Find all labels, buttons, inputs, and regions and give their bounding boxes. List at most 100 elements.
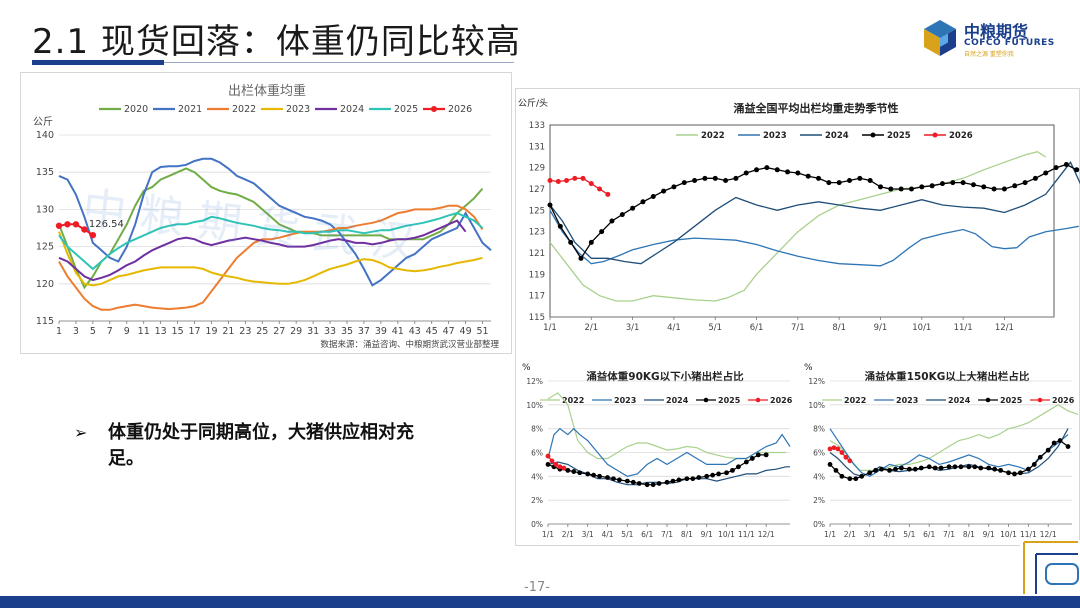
series-line-2022 [58, 204, 484, 311]
series-point-2026 [605, 191, 611, 197]
footer-bar [0, 596, 1080, 608]
x-tick-label: 2/1 [584, 323, 598, 333]
series-point-2025 [605, 475, 610, 480]
legend-label-2022: 2022 [562, 396, 584, 405]
x-tick-label: 25 [256, 326, 268, 337]
cofco-logo: 中粮期货 COFCO FUTURES 自然之源 重塑你我 [920, 18, 1060, 58]
x-tick-label: 47 [443, 326, 455, 337]
legend-label-2024: 2024 [948, 396, 971, 405]
series-line-2023 [547, 427, 791, 477]
series-point-2025 [970, 182, 976, 188]
series-point-2025 [816, 175, 822, 181]
series-point-2025 [998, 467, 1003, 473]
series-point-2025 [565, 467, 571, 473]
right-bottom-right-chart: 0% 2% 4% 6% 8% 10% 12% 1/1 2/1 3/1 4/1 5/1 6/1 7/1 8/1… [808, 377, 1079, 539]
series-point-2026 [549, 458, 555, 464]
series-point-2025 [958, 464, 964, 470]
y-axis-unit: 公斤 [33, 116, 53, 128]
logo-slogan: 自然之源 重塑你我 [964, 51, 1014, 58]
series-point-2025 [898, 186, 904, 192]
legend-label-2026: 2026 [448, 104, 472, 115]
legend-label-2025: 2025 [394, 104, 418, 115]
series-point-2025 [730, 467, 735, 473]
y-tick-label: 2% [813, 496, 825, 505]
series-point-2025 [867, 177, 873, 183]
series-point-2025 [950, 180, 956, 186]
legend-label-2023: 2023 [614, 396, 636, 405]
y-tick-label: 120 [36, 279, 54, 290]
series-point-2025 [763, 452, 769, 458]
series-point-2025 [712, 175, 718, 181]
series-point-2026 [89, 231, 97, 239]
x-tick-label: 8/1 [681, 530, 693, 539]
series-point-2025 [981, 184, 987, 190]
series-line-2024 [58, 219, 467, 282]
series-point-2025 [1031, 462, 1037, 467]
legend-label-2021: 2021 [178, 104, 202, 115]
series-line-2025 [549, 163, 1077, 260]
x-tick-label: 12/1 [1040, 530, 1057, 539]
x-tick-label: 11 [138, 326, 150, 337]
series-point-2025 [1057, 438, 1063, 443]
series-point-2025 [692, 177, 698, 183]
legend-label-2026: 2026 [770, 396, 793, 405]
series-line-2021 [58, 157, 492, 287]
x-tick-label: 9/1 [874, 323, 888, 333]
y-tick-label: 2% [531, 496, 543, 505]
x-tick-label: 9/1 [983, 530, 995, 539]
x-tick-label: 11/1 [954, 323, 973, 333]
x-tick-label: 7/1 [661, 530, 673, 539]
series-point-2025 [1032, 175, 1038, 181]
series-point-2025 [847, 476, 853, 482]
series-point-2025 [630, 205, 636, 211]
series-point-2026 [545, 453, 551, 459]
seasonal-charts-panel: 公斤/头 涌益全国平均出栏均重走势季节性 2022 2023 2024 2025 2026 1… [515, 88, 1080, 546]
y-tick-label: 125 [529, 206, 545, 216]
series-point-2025 [676, 477, 682, 483]
chart-title: 涌益体重150KG以上大猪出栏占比 [865, 370, 1030, 383]
y-tick-label: 127 [529, 185, 545, 195]
series-point-2026 [597, 186, 603, 192]
legend-marker-2025 [870, 132, 876, 138]
series-line-2022 [829, 404, 1079, 471]
legend-label-2026: 2026 [1052, 396, 1075, 405]
x-tick-label: 35 [341, 326, 353, 337]
series-point-2025 [754, 167, 760, 173]
legend-label-2026: 2026 [949, 131, 973, 141]
series-point-2025 [670, 478, 676, 484]
x-tick-label: 37 [358, 326, 370, 337]
y-tick-label: 6% [531, 449, 543, 458]
series-point-2025 [664, 479, 670, 485]
legend-label-2024: 2024 [666, 396, 689, 405]
x-tick-label: 10/1 [718, 530, 735, 539]
series-point-2025 [702, 175, 708, 181]
series-point-2025 [599, 229, 605, 235]
series-point-2025 [656, 481, 662, 486]
x-tick-label: 17 [188, 326, 200, 337]
series-point-2025 [696, 475, 702, 480]
legend-label-2024: 2024 [340, 104, 364, 115]
legend-label-2023: 2023 [896, 396, 918, 405]
right-bottom-left-chart: 0% 2% 4% 6% 8% 10% 12% 1/1 2/1 3/1 4/1 5/1 6/1 7/1 8/1… [526, 377, 791, 539]
x-tick-label: 29 [290, 326, 302, 337]
legend-marker-2025 [703, 397, 709, 403]
series-point-2025 [704, 473, 710, 479]
x-tick-label: 4/1 [601, 530, 613, 539]
y-tick-label: 0% [531, 520, 543, 529]
series-point-2025 [857, 175, 863, 181]
x-tick-label: 6/1 [750, 323, 764, 333]
legend-marker-2026 [755, 397, 761, 403]
y-tick-label: 130 [36, 204, 54, 215]
series-point-2025 [617, 477, 622, 483]
series-point-2026 [572, 175, 578, 181]
series-point-2025 [1025, 466, 1031, 472]
series-point-2025 [684, 476, 690, 482]
x-tick-label: 43 [409, 326, 421, 337]
legend-label-2023: 2023 [763, 131, 787, 141]
series-point-2025 [571, 469, 577, 474]
y-tick-label: 10% [526, 401, 543, 410]
x-tick-label: 6/1 [641, 530, 653, 539]
legend-label-2024: 2024 [825, 131, 849, 141]
x-tick-label: 11/1 [738, 530, 755, 539]
x-tick-label: 12/1 [995, 323, 1014, 333]
